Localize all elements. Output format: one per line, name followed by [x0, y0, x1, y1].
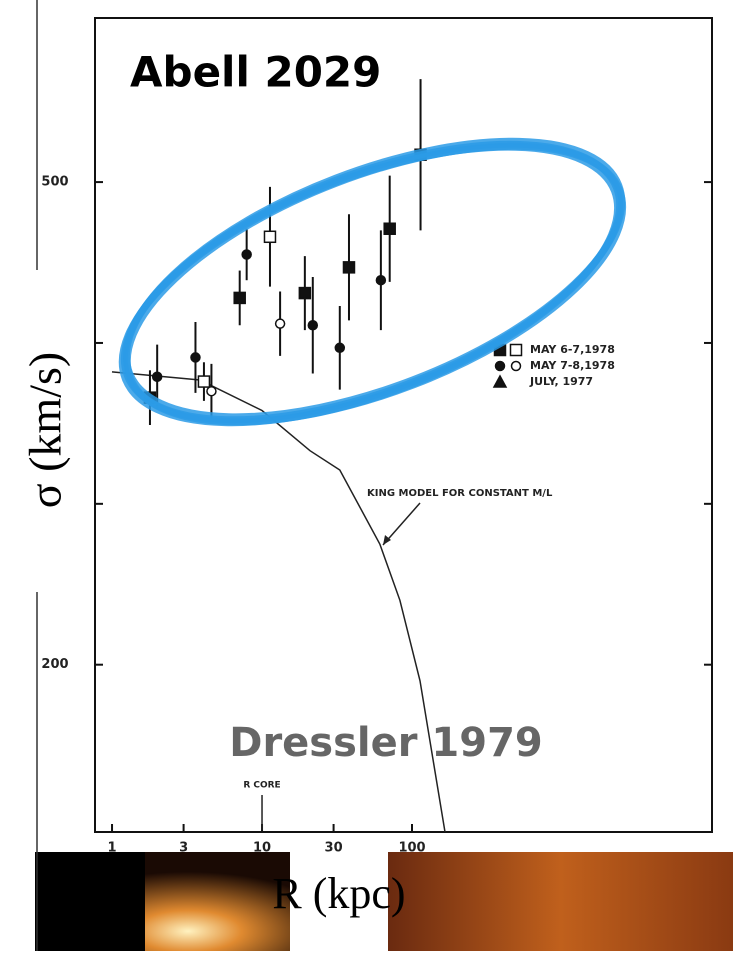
marker-circle — [510, 360, 522, 372]
plot-frame — [94, 17, 713, 833]
core-label: R CORE — [243, 781, 280, 791]
marker-square — [509, 343, 523, 357]
chart-title: Abell 2029 — [130, 48, 381, 97]
x-tick-label: 30 — [325, 841, 343, 856]
x-tick-label: 3 — [179, 841, 188, 856]
marker-square — [263, 230, 277, 244]
marker-square — [298, 286, 312, 300]
marker-circle — [151, 371, 163, 382]
marker-triangle — [492, 374, 508, 388]
legend-label: MAY 6-7,1978 — [530, 343, 615, 356]
x-axis-label: R (kpc) — [272, 869, 405, 918]
x-tick-label: 10 — [253, 841, 271, 856]
marker-circle — [190, 352, 201, 363]
marker-circle — [274, 318, 286, 329]
x-label-bg — [290, 860, 388, 938]
x-tick-label: 100 — [398, 841, 425, 856]
highlight-ellipse — [123, 142, 627, 426]
y-label-bg — [14, 270, 86, 592]
model-arrow — [382, 502, 421, 546]
galaxy-image — [388, 852, 733, 951]
model-label: KING MODEL FOR CONSTANT M/L — [367, 488, 553, 499]
plot-content: 131030100200300400500KING MODEL FOR CONS… — [41, 79, 712, 856]
model-curve — [111, 371, 446, 833]
marker-circle — [494, 360, 506, 372]
chart-subtitle: Dressler 1979 — [229, 720, 543, 766]
marker-square — [197, 375, 211, 388]
marker-square — [342, 261, 356, 274]
y-tick-label: 200 — [41, 657, 68, 672]
y-tick-label: 500 — [41, 175, 68, 190]
image-dark — [35, 852, 145, 951]
legend-label: JULY, 1977 — [529, 375, 593, 388]
marker-square — [383, 222, 396, 235]
marker-square — [233, 291, 246, 305]
y-axis-label: σ (km/s) — [20, 352, 71, 508]
marker-circle — [206, 385, 217, 397]
marker-circle — [307, 320, 319, 331]
legend-label: MAY 7-8,1978 — [530, 359, 615, 372]
marker-circle — [241, 249, 252, 260]
x-tick-label: 1 — [108, 841, 117, 856]
model-arrowhead — [383, 535, 391, 545]
marker-circle — [334, 342, 346, 354]
marker-circle — [375, 274, 387, 286]
